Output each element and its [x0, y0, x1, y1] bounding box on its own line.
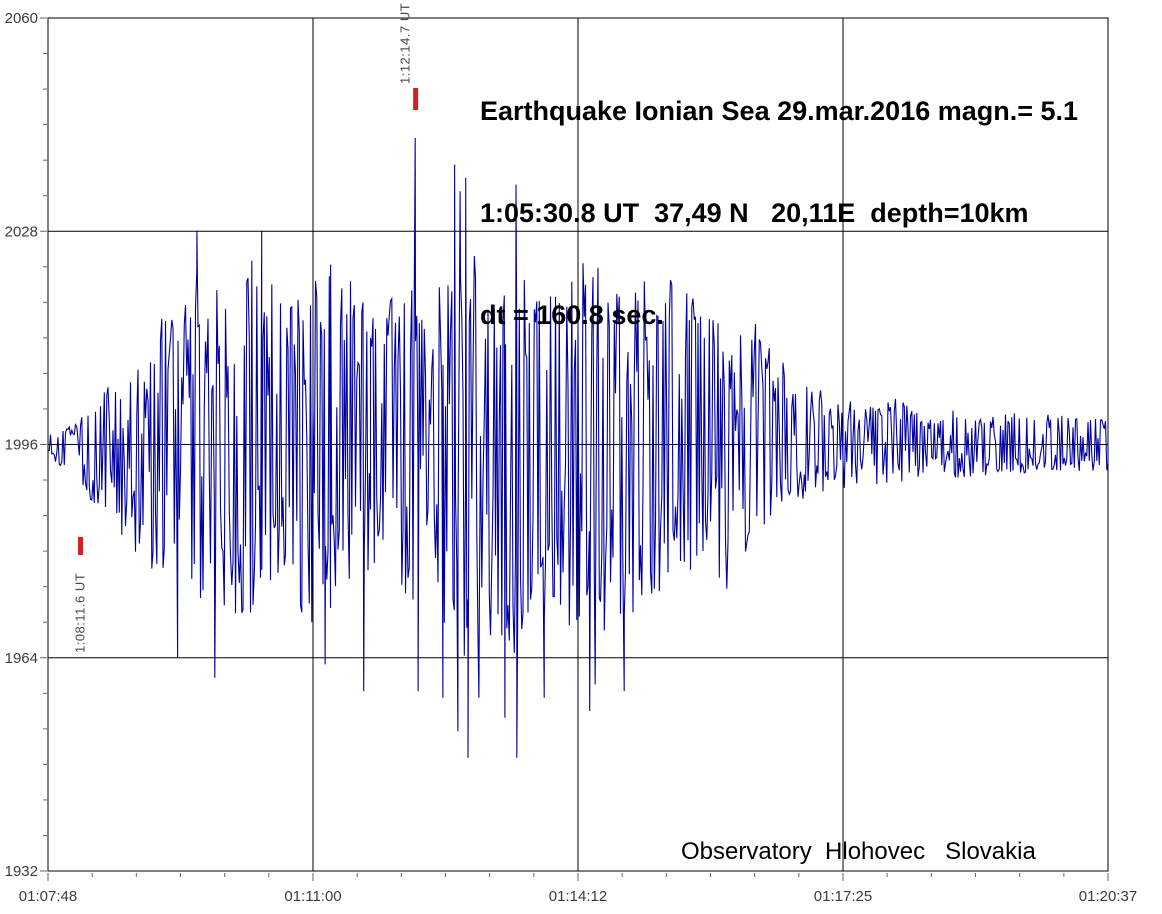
time-marker-label: 1:12:14.7 UT — [398, 3, 413, 84]
station-info-line1: Observatory Hlohovec Slovakia — [681, 838, 1036, 865]
x-tick-label: 01:14:12 — [549, 888, 607, 905]
station-info-block: Observatory Hlohovec Slovakia 48d.25´11"… — [681, 774, 1087, 914]
x-tick-label: 01:20:37 — [1079, 888, 1137, 905]
time-marker-bar — [413, 88, 419, 110]
x-tick-label: 01:07:48 — [19, 888, 77, 905]
axis-labels: 01:07:48 2060 01:11:00 2028 01:14:12 1996 01:1… — [5, 10, 1138, 905]
earthquake-title-block: Earthquake Ionian Sea 29.mar.2016 magn.=… — [480, 26, 1078, 400]
axis-ticks — [40, 17, 1109, 881]
x-tick-label: 01:11:00 — [284, 888, 341, 905]
y-tick-label: 1996 — [5, 437, 38, 454]
time-markers: 1:08:11.6 UT 1:12:14.7 UT — [73, 3, 419, 653]
time-marker-label: 1:08:11.6 UT — [73, 573, 88, 653]
y-tick-label: 2028 — [5, 223, 38, 240]
earthquake-title-line2: 1:05:30.8 UT 37,49 N 20,11E depth=10km — [480, 198, 1029, 228]
time-marker-bar — [78, 537, 84, 555]
y-tick-label: 2060 — [5, 10, 38, 27]
x-tick-label: 01:17:25 — [814, 888, 872, 905]
earthquake-title-line1: Earthquake Ionian Sea 29.mar.2016 magn.=… — [480, 96, 1079, 126]
seismic-trace — [47, 137, 1109, 758]
earthquake-title-line3: dt = 160.8 sec. — [480, 300, 664, 330]
y-tick-label: 1964 — [5, 650, 38, 667]
y-tick-label: 1932 — [5, 863, 38, 880]
